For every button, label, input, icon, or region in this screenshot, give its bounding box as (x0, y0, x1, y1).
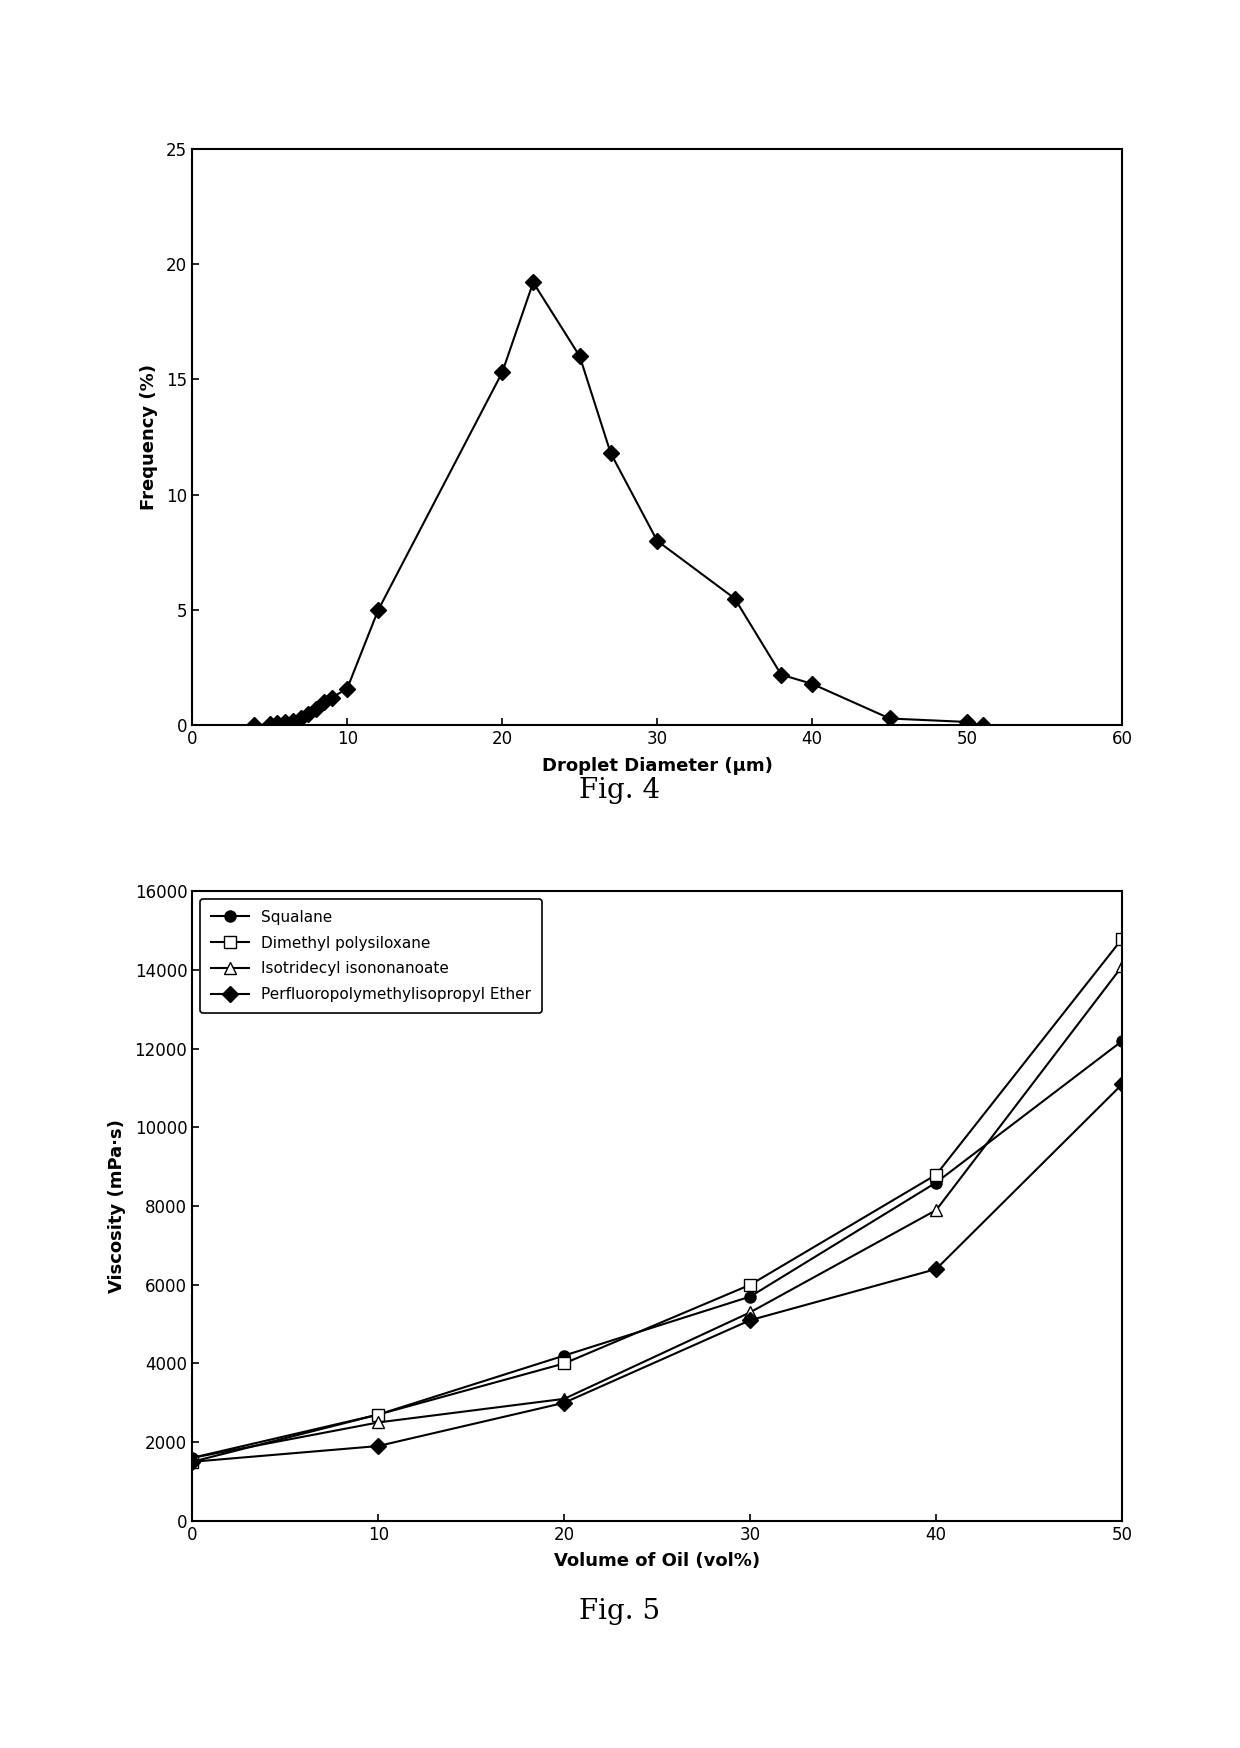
Perfluoropolymethylisopropyl Ether (743, 1309, 758, 1330)
Dimethyl polysiloxane (929, 1164, 944, 1185)
Dimethyl polysiloxane (557, 1353, 572, 1374)
Isotridecyl isononanoate (743, 1302, 758, 1323)
Dimethyl polysiloxane (371, 1404, 386, 1425)
Y-axis label: Viscosity (mPa·s): Viscosity (mPa·s) (108, 1119, 126, 1294)
Y-axis label: Frequency (%): Frequency (%) (140, 364, 157, 510)
Text: Fig. 5: Fig. 5 (579, 1598, 661, 1626)
Perfluoropolymethylisopropyl Ether (1115, 1073, 1130, 1094)
Isotridecyl isononanoate (929, 1199, 944, 1220)
Perfluoropolymethylisopropyl Ether (557, 1391, 572, 1412)
Line: Perfluoropolymethylisopropyl Ether: Perfluoropolymethylisopropyl Ether (187, 1079, 1127, 1467)
Isotridecyl isononanoate (371, 1412, 386, 1433)
Perfluoropolymethylisopropyl Ether (185, 1451, 200, 1472)
Squalane (557, 1346, 572, 1367)
Squalane (185, 1447, 200, 1468)
Isotridecyl isononanoate (557, 1388, 572, 1409)
Isotridecyl isononanoate (185, 1447, 200, 1468)
Squalane (1115, 1030, 1130, 1051)
X-axis label: Droplet Diameter (μm): Droplet Diameter (μm) (542, 757, 773, 774)
Squalane (929, 1171, 944, 1192)
Squalane (743, 1287, 758, 1308)
X-axis label: Volume of Oil (vol%): Volume of Oil (vol%) (554, 1552, 760, 1570)
Line: Dimethyl polysiloxane: Dimethyl polysiloxane (187, 933, 1127, 1467)
Text: Fig. 4: Fig. 4 (579, 776, 661, 804)
Legend: Squalane, Dimethyl polysiloxane, Isotridecyl isononanoate, Perfluoropolymethylis: Squalane, Dimethyl polysiloxane, Isotrid… (200, 898, 542, 1012)
Perfluoropolymethylisopropyl Ether (371, 1435, 386, 1456)
Isotridecyl isononanoate (1115, 956, 1130, 977)
Dimethyl polysiloxane (185, 1451, 200, 1472)
Perfluoropolymethylisopropyl Ether (929, 1259, 944, 1280)
Line: Isotridecyl isononanoate: Isotridecyl isononanoate (187, 961, 1127, 1463)
Squalane (371, 1404, 386, 1425)
Line: Squalane: Squalane (187, 1035, 1127, 1463)
Dimethyl polysiloxane (1115, 928, 1130, 949)
Dimethyl polysiloxane (743, 1274, 758, 1295)
